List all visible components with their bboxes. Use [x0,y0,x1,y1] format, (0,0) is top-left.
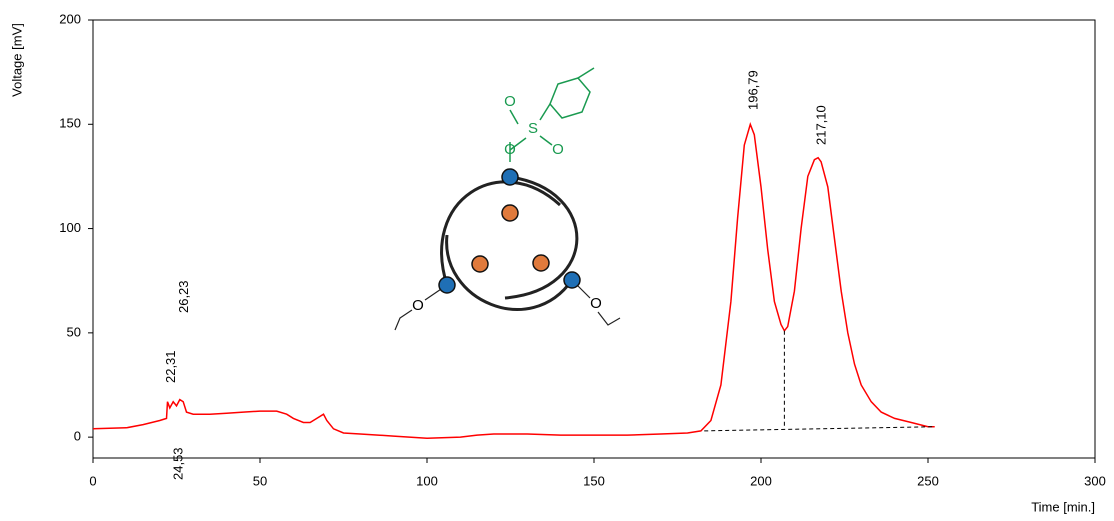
y-tick-label: 200 [59,11,81,26]
atom-label: S [528,120,538,137]
x-tick-label: 0 [89,473,96,488]
atom-label: O [412,297,424,314]
x-tick-label: 300 [1084,473,1106,488]
y-tick-label: 50 [67,324,81,339]
x-axis-label: Time [min.] [1031,499,1095,514]
molecule-inset [394,67,621,331]
y-tick-label: 100 [59,220,81,235]
atom-label: O [504,141,516,158]
peak-label: 26,23 [176,280,191,313]
x-tick-label: 50 [253,473,267,488]
peak-label: 22,31 [163,350,178,383]
x-tick-label: 250 [917,473,939,488]
baseline [704,426,935,432]
atom-label: O [552,141,564,158]
y-tick-label: 150 [59,116,81,131]
x-tick-label: 200 [750,473,772,488]
peak-label: 196,79 [746,70,761,110]
peak-label: 217,10 [814,105,829,145]
x-tick-label: 100 [416,473,438,488]
plot-frame [92,19,1096,459]
peak-label: 24,53 [170,447,185,480]
y-axis-label: Voltage [mV] [9,23,24,97]
x-tick-label: 150 [583,473,605,488]
atom-label: O [504,93,516,110]
data-line [92,121,935,439]
y-tick-label: 0 [74,429,81,444]
atom-label: O [590,295,602,312]
